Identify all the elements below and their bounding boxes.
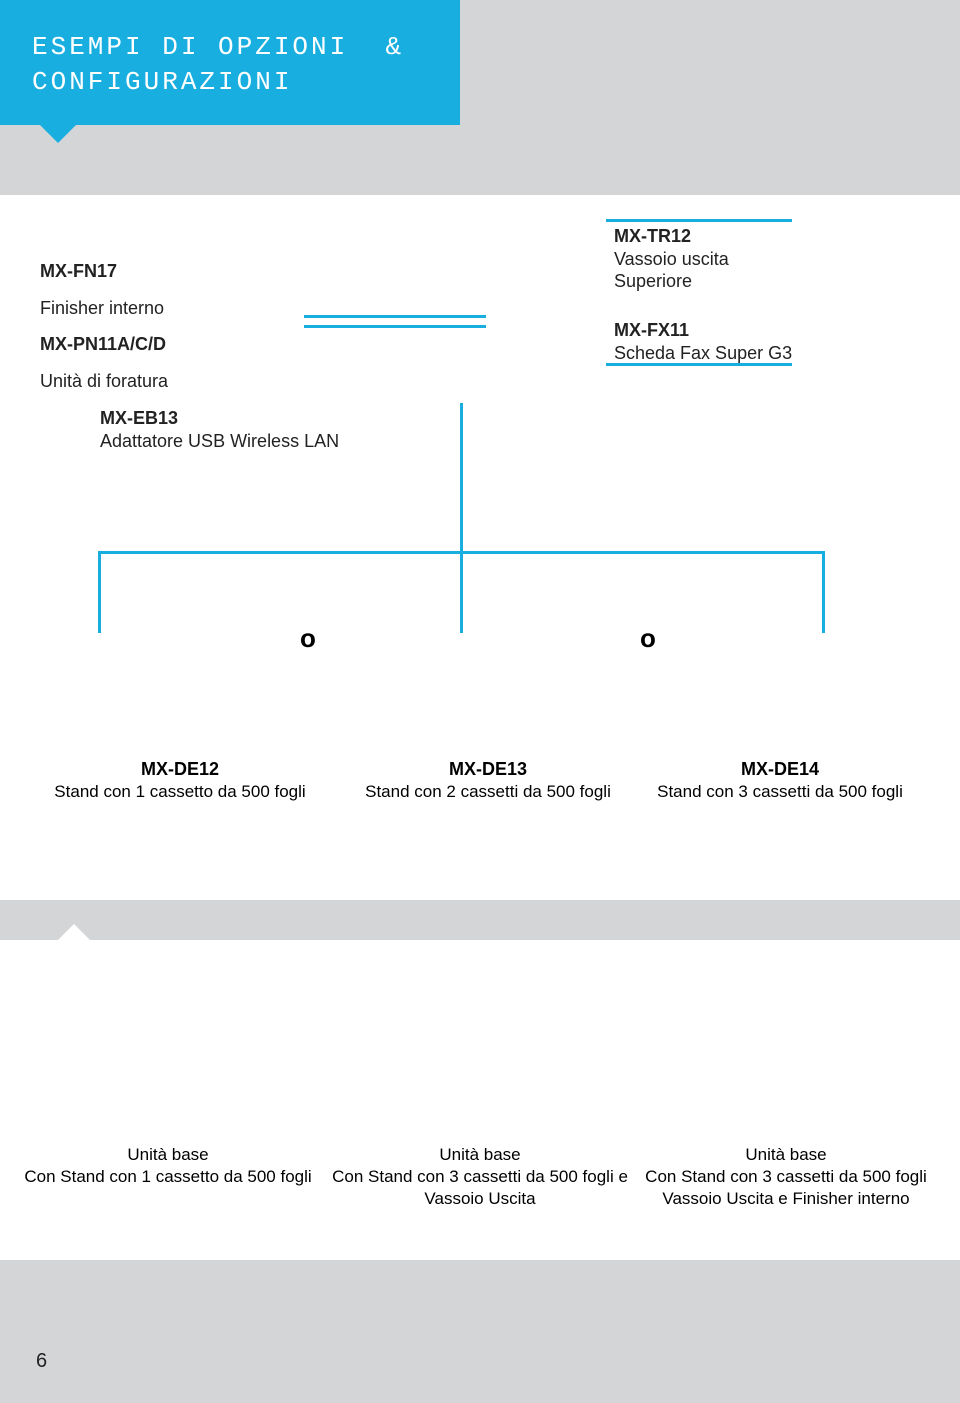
option-code: MX-TR12 (614, 225, 874, 248)
accent-rule (304, 315, 486, 318)
config-line: Unità base (330, 1145, 630, 1165)
option-desc: Adattatore USB Wireless LAN (100, 430, 400, 453)
config-line: Vassoio Uscita (330, 1189, 630, 1209)
config-line: Con Stand con 3 cassetti da 500 fogli (636, 1167, 936, 1187)
option-code: MX-FN17 (40, 260, 290, 283)
accent-rule (606, 219, 792, 222)
option-desc: Superiore (614, 270, 874, 293)
option-code: MX-DE12 (30, 759, 330, 780)
config-line: Unità base (18, 1145, 318, 1165)
option-desc: Finisher interno (40, 297, 290, 320)
tree-line (98, 551, 101, 633)
option-desc: Scheda Fax Super G3 (614, 342, 874, 365)
heading-line-2: CONFIGURAZIONI (32, 67, 292, 97)
page-number: 6 (36, 1350, 47, 1373)
config-block: Unità base Con Stand con 3 cassetti da 5… (636, 1145, 936, 1209)
panel-pointer-icon (58, 924, 90, 940)
page-heading: ESEMPI DI OPZIONI & CONFIGURAZIONI (32, 30, 404, 100)
option-desc: Vassoio uscita (614, 248, 874, 271)
option-code: MX-EB13 (100, 407, 400, 430)
config-line: Con Stand con 1 cassetto da 500 fogli (18, 1167, 318, 1187)
tray-option-block: MX-TR12 Vassoio uscita Superiore (614, 225, 874, 293)
option-code: MX-DE14 (630, 759, 930, 780)
options-panel: MX-FN17 Finisher interno MX-PN11A/C/D Un… (0, 195, 960, 900)
option-desc: Stand con 2 cassetti da 500 fogli (338, 782, 638, 802)
stand-option: MX-DE12 Stand con 1 cassetto da 500 fogl… (30, 759, 330, 802)
heading-line-1: ESEMPI DI OPZIONI & (32, 32, 404, 62)
config-line: Vassoio Uscita e Finisher interno (636, 1189, 936, 1209)
accent-rule (606, 363, 792, 366)
option-code: MX-PN11A/C/D (40, 333, 290, 356)
stand-option: MX-DE13 Stand con 2 cassetti da 500 fogl… (338, 759, 638, 802)
or-separator: o (640, 623, 656, 654)
option-code: MX-FX11 (614, 319, 874, 342)
option-code: MX-DE13 (338, 759, 638, 780)
option-desc: Stand con 3 cassetti da 500 fogli (630, 782, 930, 802)
finisher-option-block: MX-FN17 Finisher interno MX-PN11A/C/D Un… (40, 260, 290, 392)
option-desc: Unità di foratura (40, 370, 290, 393)
configs-panel: Unità base Con Stand con 1 cassetto da 5… (0, 940, 960, 1260)
stand-option: MX-DE14 Stand con 3 cassetti da 500 fogl… (630, 759, 930, 802)
config-block: Unità base Con Stand con 1 cassetto da 5… (18, 1145, 318, 1189)
option-desc: Stand con 1 cassetto da 500 fogli (30, 782, 330, 802)
config-line: Unità base (636, 1145, 936, 1165)
wifi-option-block: MX-EB13 Adattatore USB Wireless LAN (100, 407, 400, 452)
tree-line (822, 551, 825, 633)
tree-line (460, 551, 463, 633)
or-separator: o (300, 623, 316, 654)
config-block: Unità base Con Stand con 3 cassetti da 5… (330, 1145, 630, 1209)
config-line: Con Stand con 3 cassetti da 500 fogli e (330, 1167, 630, 1187)
accent-rule (304, 325, 486, 328)
fax-option-block: MX-FX11 Scheda Fax Super G3 (614, 319, 874, 364)
